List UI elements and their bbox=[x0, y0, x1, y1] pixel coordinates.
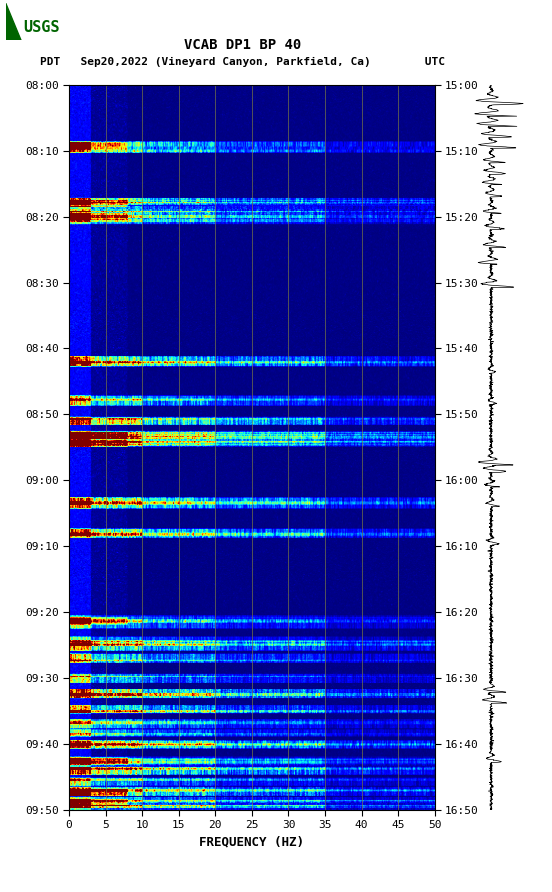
X-axis label: FREQUENCY (HZ): FREQUENCY (HZ) bbox=[199, 836, 304, 849]
Polygon shape bbox=[6, 3, 21, 40]
Text: PDT   Sep20,2022 (Vineyard Canyon, Parkfield, Ca)        UTC: PDT Sep20,2022 (Vineyard Canyon, Parkfie… bbox=[40, 57, 445, 68]
Text: USGS: USGS bbox=[23, 20, 60, 35]
Text: VCAB DP1 BP 40: VCAB DP1 BP 40 bbox=[184, 37, 301, 52]
